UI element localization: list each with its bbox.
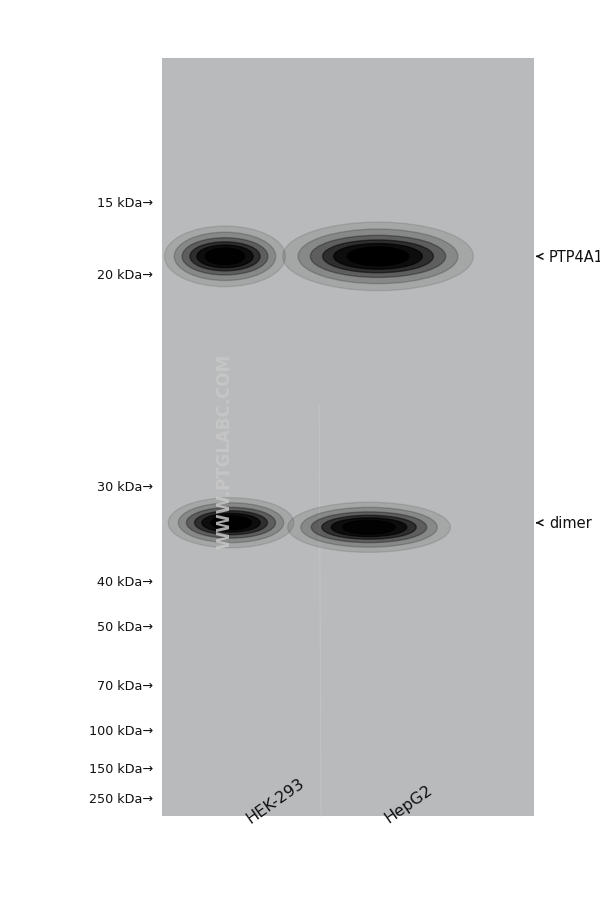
Ellipse shape (194, 511, 268, 535)
Ellipse shape (287, 502, 451, 553)
Ellipse shape (323, 241, 433, 273)
Ellipse shape (322, 516, 416, 539)
Ellipse shape (202, 514, 260, 532)
Text: PTP4A1: PTP4A1 (549, 250, 600, 264)
Ellipse shape (182, 238, 268, 276)
Ellipse shape (211, 516, 251, 530)
Ellipse shape (331, 519, 407, 537)
Text: 70 kDa→: 70 kDa→ (97, 679, 153, 692)
Text: 40 kDa→: 40 kDa→ (97, 575, 153, 588)
Text: 50 kDa→: 50 kDa→ (97, 621, 153, 633)
Text: dimer: dimer (549, 516, 592, 530)
Ellipse shape (310, 236, 446, 278)
Text: 250 kDa→: 250 kDa→ (89, 792, 153, 805)
Text: HEK-293: HEK-293 (244, 775, 307, 825)
Ellipse shape (175, 233, 276, 281)
Ellipse shape (334, 244, 422, 270)
Text: HepG2: HepG2 (382, 782, 435, 825)
Ellipse shape (283, 223, 473, 291)
Ellipse shape (298, 230, 458, 284)
Ellipse shape (168, 498, 294, 548)
Ellipse shape (205, 249, 245, 265)
Ellipse shape (311, 512, 427, 543)
Ellipse shape (190, 243, 260, 272)
Bar (162, 59, 534, 816)
Ellipse shape (187, 508, 275, 538)
Text: 100 kDa→: 100 kDa→ (89, 724, 153, 737)
Text: 30 kDa→: 30 kDa→ (97, 481, 153, 493)
Ellipse shape (164, 226, 286, 288)
Ellipse shape (178, 503, 284, 543)
Ellipse shape (301, 508, 437, 548)
Text: 15 kDa→: 15 kDa→ (97, 197, 153, 209)
Text: 150 kDa→: 150 kDa→ (89, 762, 153, 775)
Text: WWW.PTGLABC.COM: WWW.PTGLABC.COM (216, 354, 234, 548)
Ellipse shape (343, 520, 395, 535)
Text: 20 kDa→: 20 kDa→ (97, 269, 153, 281)
Ellipse shape (347, 248, 409, 266)
Ellipse shape (197, 245, 253, 269)
